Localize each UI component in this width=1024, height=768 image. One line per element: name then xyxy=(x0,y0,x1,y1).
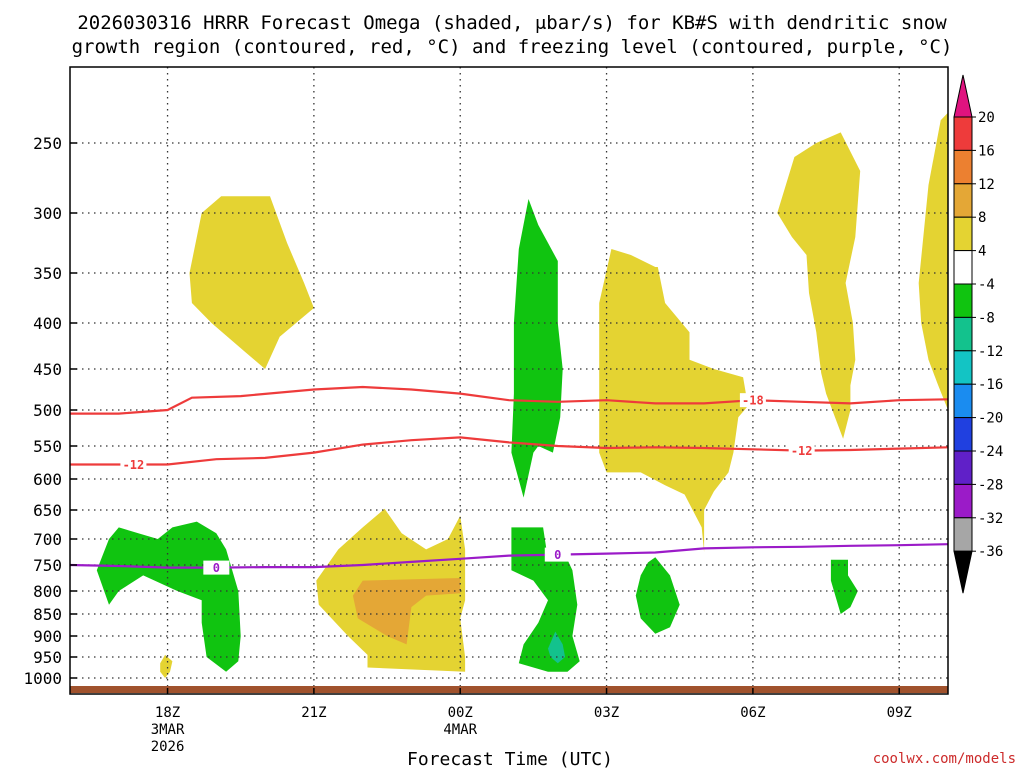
shaded-region-10 xyxy=(548,631,566,664)
contour-label: 0 xyxy=(554,548,561,562)
x-tick-label: 03Z xyxy=(594,705,619,721)
y-tick-label: 800 xyxy=(33,582,62,601)
colorbar-label: -16 xyxy=(978,377,1003,393)
y-tick-label: 450 xyxy=(33,360,62,379)
colorbar-bin xyxy=(953,350,973,385)
x-tick-label: 00Z xyxy=(448,705,473,721)
colorbar-label: 12 xyxy=(978,177,995,193)
colorbar-bin xyxy=(953,517,973,552)
colorbar-label: -24 xyxy=(978,444,1003,460)
ground-surface xyxy=(70,686,948,693)
y-tick-label: 700 xyxy=(33,530,62,549)
x-tick-sublabel: 3MAR xyxy=(151,722,185,738)
shaded-region-6 xyxy=(918,112,948,410)
colorbar-bottom-arrow xyxy=(953,550,973,594)
colorbar-label: 8 xyxy=(978,210,986,226)
colorbar-top-arrow xyxy=(953,74,973,118)
contour-label-bg xyxy=(544,547,571,562)
contour-label: -12 xyxy=(123,458,145,472)
watermark: coolwx.com/models xyxy=(873,751,1016,767)
contour-label-bg xyxy=(788,443,815,458)
shaded-region-11 xyxy=(635,557,680,634)
chart-title-line1: 2026030316 HRRR Forecast Omega (shaded, … xyxy=(77,12,947,34)
grid-lines xyxy=(70,67,948,694)
contour-layer: -18 -12 -12 0 0 xyxy=(69,385,949,575)
shaded-region-12 xyxy=(830,559,858,614)
x-tick-label: 09Z xyxy=(887,705,912,721)
colorbar-bin xyxy=(953,149,973,185)
colorbar-label: 16 xyxy=(978,143,995,159)
y-tick-label: 600 xyxy=(33,470,62,489)
shaded-region-1 xyxy=(160,654,173,678)
colorbar-label: 20 xyxy=(978,110,995,126)
contour-label-bg xyxy=(120,457,147,472)
x-tick-label: 06Z xyxy=(740,705,765,721)
y-tick-label: 550 xyxy=(33,437,62,456)
shaded-region-4 xyxy=(599,249,748,552)
y-tick-label: 950 xyxy=(33,648,62,667)
colorbar-label: 4 xyxy=(978,244,986,260)
colorbar-bin xyxy=(953,250,973,285)
colorbar-bin xyxy=(953,316,973,352)
colorbar-bin xyxy=(953,116,973,151)
colorbar-label: -8 xyxy=(978,310,995,326)
colorbar-bin xyxy=(953,283,973,318)
colorbar-label: -28 xyxy=(978,477,1003,493)
y-tick-label: 900 xyxy=(33,627,62,646)
colorbar-label: -12 xyxy=(978,344,1003,360)
contour-label: 0 xyxy=(213,561,220,575)
x-tick-sublabel: 4MAR xyxy=(443,722,477,738)
shaded-region-5 xyxy=(777,132,861,439)
contour-label-bg xyxy=(203,560,230,575)
y-tick-label: 850 xyxy=(33,605,62,624)
x-tick-label: 21Z xyxy=(301,705,326,721)
y-tick-label: 1000 xyxy=(23,669,62,688)
plot-frame xyxy=(69,66,949,695)
y-tick-label: 750 xyxy=(33,556,62,575)
shaded-region-7 xyxy=(96,521,241,672)
colorbar-bin xyxy=(953,383,973,419)
y-tick-label: 300 xyxy=(33,204,62,223)
contour-label: -18 xyxy=(742,394,764,408)
y-tick-label: 250 xyxy=(33,134,62,153)
colorbar-label: -4 xyxy=(978,277,995,293)
contour-label-bg xyxy=(739,393,766,408)
y-tick-label: 500 xyxy=(33,401,62,420)
colorbar-label: -20 xyxy=(978,411,1003,427)
colorbar-bin xyxy=(953,183,973,218)
y-tick-label: 400 xyxy=(33,314,62,333)
colorbar-bin xyxy=(953,483,973,519)
contour--18 xyxy=(70,385,949,415)
shaded-region-3 xyxy=(352,578,461,645)
colorbar-label: -36 xyxy=(978,544,1003,560)
chart-title-line2: growth region (contoured, red, °C) and f… xyxy=(72,36,953,58)
x-tick-sublabel: 2026 xyxy=(151,739,185,755)
colorbar-bin xyxy=(953,216,973,252)
contour-label: -12 xyxy=(791,444,813,458)
y-tick-label: 650 xyxy=(33,501,62,520)
omega-colorbar: 20 16 12 8 4 -4 -8 -12 -16 -20 -24 -28 -32 -36 xyxy=(953,74,1003,594)
omega-shading-layer xyxy=(96,112,948,678)
colorbar-bin xyxy=(953,417,973,452)
colorbar-label: -32 xyxy=(978,511,1003,527)
contour--12 xyxy=(70,436,949,466)
pressure-axis: 250 300 350 400 450 500 550 600 650 700 750 800 850 9… xyxy=(23,134,77,688)
y-tick-label: 350 xyxy=(33,264,62,283)
x-tick-label: 18Z xyxy=(155,705,180,721)
colorbar-bin xyxy=(953,450,973,485)
shaded-region-0 xyxy=(189,196,314,369)
shaded-region-8 xyxy=(511,199,563,498)
x-axis-label: Forecast Time (UTC) xyxy=(407,749,613,768)
